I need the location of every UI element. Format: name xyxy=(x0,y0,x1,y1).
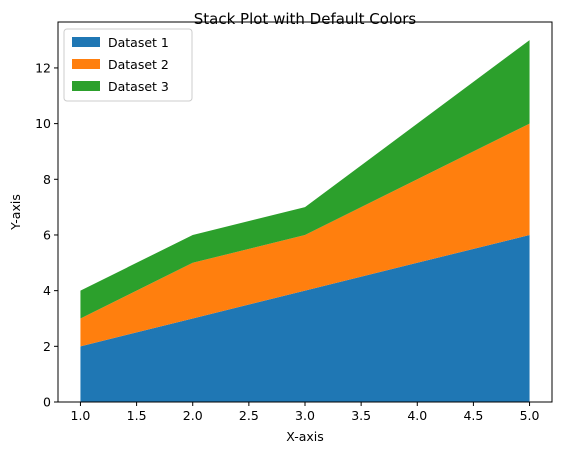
area-layers xyxy=(80,40,530,402)
x-tick-label: 1.0 xyxy=(71,408,91,423)
x-tick-label: 2.5 xyxy=(239,408,259,423)
x-tick-label: 3.5 xyxy=(351,408,371,423)
legend-swatch-3 xyxy=(72,81,100,91)
y-tick-label: 4 xyxy=(43,283,51,298)
chart-title: Stack Plot with Default Colors xyxy=(194,10,417,28)
x-tick-label: 1.5 xyxy=(127,408,147,423)
legend-label-1: Dataset 1 xyxy=(108,35,169,50)
x-axis-label: X-axis xyxy=(286,429,324,444)
y-axis-ticks: 0 2 4 6 8 10 12 xyxy=(35,60,58,410)
y-tick-label: 12 xyxy=(35,60,51,75)
legend-swatch-1 xyxy=(72,37,100,47)
x-tick-label: 4.5 xyxy=(463,408,483,423)
legend-label-3: Dataset 3 xyxy=(108,79,169,94)
legend-swatch-2 xyxy=(72,59,100,69)
x-tick-label: 3.0 xyxy=(295,408,315,423)
area-series-1 xyxy=(80,234,530,402)
x-tick-label: 2.0 xyxy=(183,408,203,423)
y-tick-label: 0 xyxy=(43,395,51,410)
y-tick-label: 10 xyxy=(35,116,51,131)
y-tick-label: 8 xyxy=(43,172,51,187)
y-axis-label: Y-axis xyxy=(8,194,23,231)
y-tick-label: 6 xyxy=(43,227,51,242)
x-tick-label: 5.0 xyxy=(520,408,540,423)
area-series-2 xyxy=(80,123,530,347)
x-tick-label: 4.0 xyxy=(407,408,427,423)
x-axis-ticks: 1.0 1.5 2.0 2.5 3.0 3.5 4.0 4.5 5.0 xyxy=(71,402,540,423)
y-tick-label: 2 xyxy=(43,339,51,354)
legend: Dataset 1 Dataset 2 Dataset 3 xyxy=(63,28,193,102)
area-series-3 xyxy=(80,40,530,319)
legend-label-2: Dataset 2 xyxy=(108,57,169,72)
